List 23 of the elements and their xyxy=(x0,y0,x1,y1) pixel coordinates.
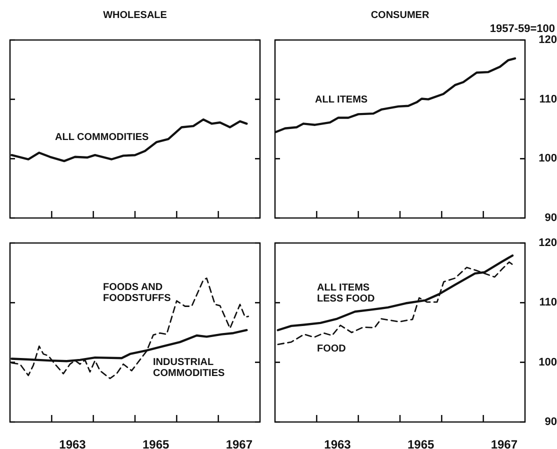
y-tick-label: 90 xyxy=(544,212,557,224)
chart-title: CONSUMER xyxy=(370,10,430,21)
x-tick-label: 1965 xyxy=(407,438,435,449)
y-tick-label: 100 xyxy=(538,356,557,368)
y-tick-label: 110 xyxy=(539,296,557,309)
y-tick-label: 120 xyxy=(538,237,557,250)
series-label: FOOD xyxy=(317,343,346,354)
y-tick-label: 120 xyxy=(538,34,557,46)
y-axis-title: 1957-59=100 xyxy=(490,23,555,36)
chart-title: WHOLESALE xyxy=(103,10,168,21)
series-label: ALL ITEMS LESS FOOD xyxy=(317,282,375,304)
x-tick-label: 1963 xyxy=(59,438,86,449)
series-label: FOODS AND FOODSTUFFS xyxy=(103,282,172,304)
y-tick-label: 100 xyxy=(538,152,557,165)
x-tick-label: 1965 xyxy=(142,438,170,449)
series-label: ALL ITEMS xyxy=(315,94,368,106)
series-label: ALL COMMODITIES xyxy=(55,132,150,143)
y-tick-label: 90 xyxy=(544,416,557,428)
series-label: INDUSTRIAL COMMODITIES xyxy=(153,356,225,379)
y-tick-label: 110 xyxy=(539,93,557,106)
x-tick-label: 1967 xyxy=(490,438,518,449)
x-tick-label: 1967 xyxy=(226,438,253,449)
x-tick-label: 1963 xyxy=(324,438,352,449)
